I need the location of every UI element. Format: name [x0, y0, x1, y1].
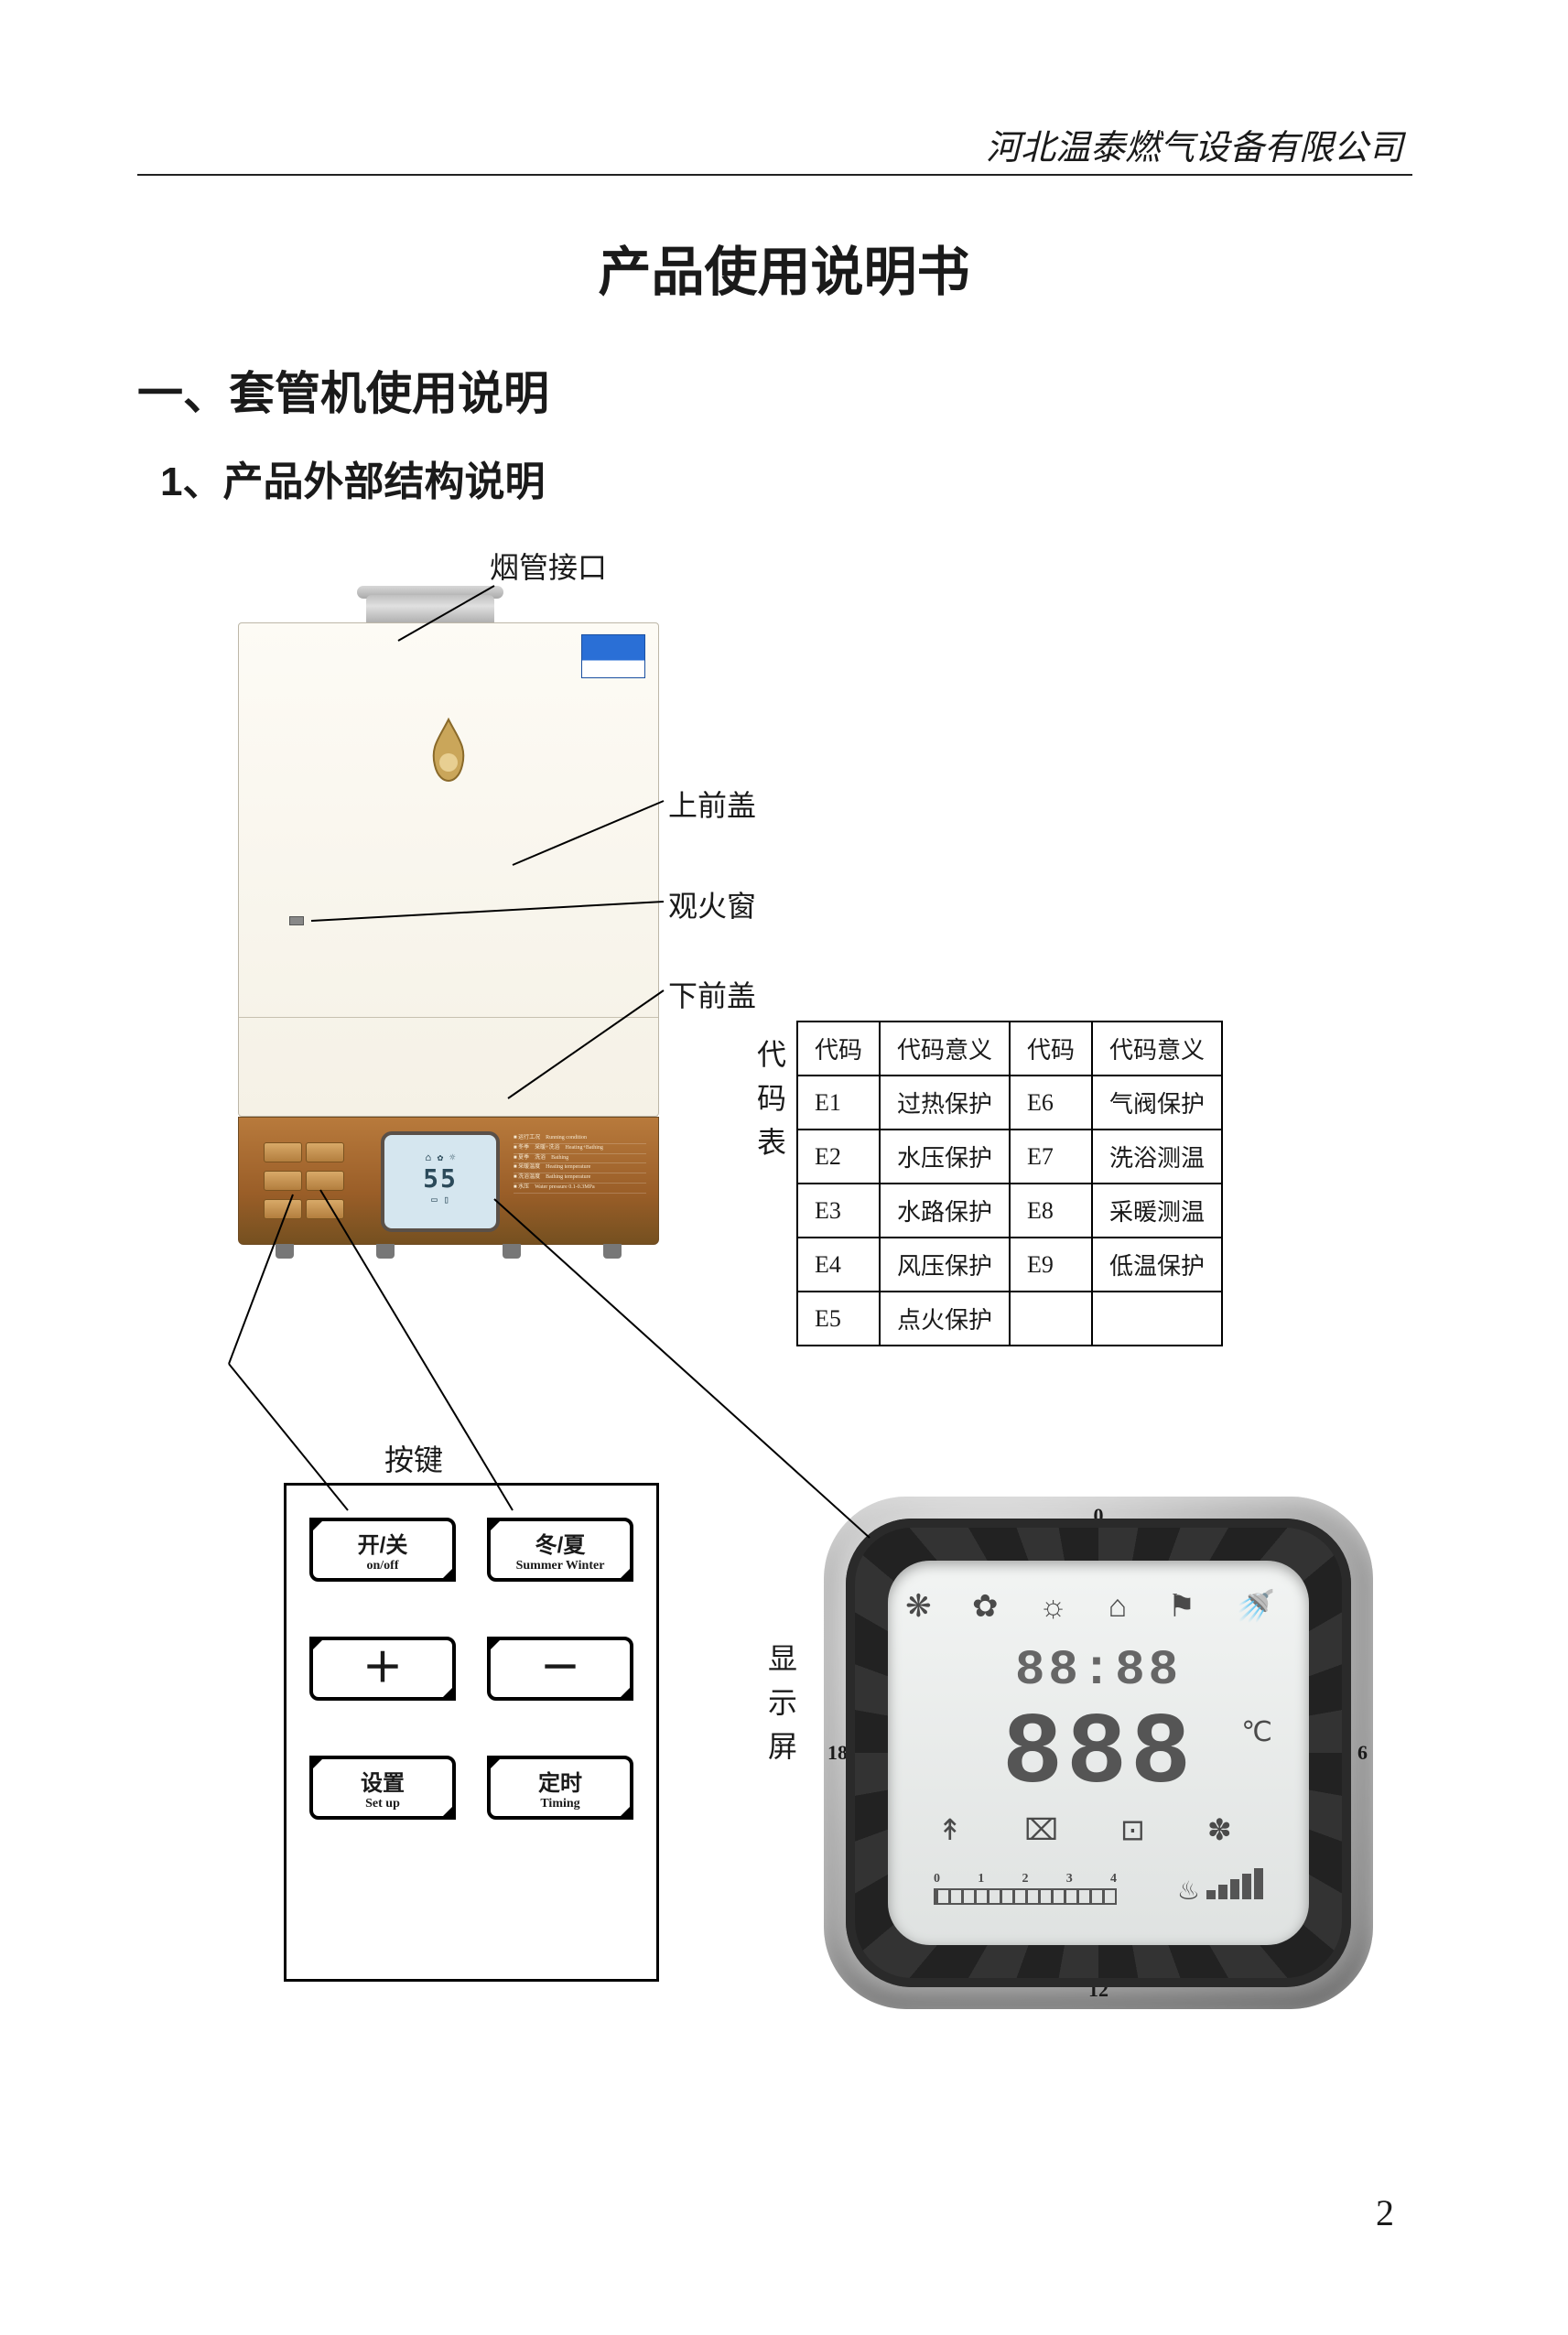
display-small-seg: 88:88	[888, 1643, 1309, 1699]
control-panel: ⌂ ✿ ☼ 55 ▭ ▯ ■ 运行工况 Running condition ■ …	[238, 1117, 659, 1245]
onoff-button[interactable]: 开/关 on/off	[309, 1518, 456, 1582]
season-button[interactable]: 冬/夏 Summer Winter	[487, 1518, 633, 1582]
col-meaning: 代码意义	[880, 1022, 1010, 1076]
clock-18: 18	[827, 1741, 848, 1765]
cover-seam	[239, 1017, 658, 1018]
btn-symbol: －	[540, 1649, 580, 1689]
btn-symbol: ＋	[362, 1649, 403, 1689]
flue-stub	[366, 595, 494, 622]
button-panel-label: 按键	[384, 1437, 443, 1479]
display-lcd: ❋ ✿ ☼ ⌂ ⚑ 🚿 88:88 888 ℃ ↟ ⌧ ⊡ ✽ 0 1 2 3 …	[888, 1561, 1309, 1945]
code-table-label: 代码表	[749, 1039, 791, 1171]
callout-lower-cover: 下前盖	[668, 973, 756, 1015]
col-code2: 代码	[1010, 1022, 1092, 1076]
section-heading-2: 1、产品外部结构说明	[160, 449, 545, 507]
table-row: E2水压保护E7洗浴测温	[797, 1130, 1222, 1184]
button-panel-detail: 开/关 on/off 冬/夏 Summer Winter ＋ － 设置 Set …	[284, 1483, 659, 1982]
btn-label-en: Set up	[365, 1797, 400, 1811]
panel-lcd-mini: ⌂ ✿ ☼ 55 ▭ ▯	[381, 1131, 500, 1232]
panel-buttons-mini	[262, 1140, 353, 1223]
brand-logo	[421, 715, 476, 788]
table-row: E3水路保护E8采暖测温	[797, 1184, 1222, 1238]
display-pressure-ruler: 0 1 2 3 4	[934, 1872, 1117, 1908]
timing-button[interactable]: 定时 Timing	[487, 1756, 633, 1820]
btn-label-cn: 定时	[538, 1765, 582, 1797]
table-header-row: 代码 代码意义 代码 代码意义	[797, 1022, 1222, 1076]
lcd-bottom: ▭ ▯	[384, 1194, 496, 1205]
btn-label-cn: 设置	[361, 1765, 405, 1797]
display-flame-bars: ♨	[1177, 1868, 1263, 1907]
energy-label-sticker	[581, 634, 645, 678]
btn-label-en: Timing	[540, 1797, 579, 1811]
display-top-icons: ❋ ✿ ☼ ⌂ ⚑ 🚿	[888, 1588, 1309, 1625]
table-row: E5点火保护	[797, 1292, 1222, 1346]
display-screen-detail: 0 6 12 18 ❋ ✿ ☼ ⌂ ⚑ 🚿 88:88 888 ℃ ↟ ⌧ ⊡ …	[824, 1497, 1373, 2009]
btn-label-cn: 冬/夏	[535, 1527, 586, 1559]
table-row: E4风压保护E9低温保护	[797, 1238, 1222, 1292]
boiler-unit: ⌂ ✿ ☼ 55 ▭ ▯ ■ 运行工况 Running condition ■ …	[238, 622, 659, 1263]
display-label: 显示屏	[760, 1643, 802, 1775]
panel-info-text: ■ 运行工况 Running condition ■ 冬季 采暖+洗浴 Heat…	[514, 1134, 646, 1229]
minus-button[interactable]: －	[487, 1637, 633, 1701]
section-heading-1: 一、套管机使用说明	[137, 357, 549, 423]
callout-upper-cover: 上前盖	[668, 783, 756, 825]
callout-fire-window: 观火窗	[668, 883, 756, 925]
lcd-icons: ⌂ ✿ ☼	[384, 1151, 496, 1163]
document-title: 产品使用说明书	[0, 229, 1568, 306]
display-big-seg: 888	[888, 1698, 1309, 1812]
fire-window	[289, 916, 304, 925]
btn-label-en: on/off	[367, 1559, 399, 1573]
setup-button[interactable]: 设置 Set up	[309, 1756, 456, 1820]
lcd-temp: 55	[384, 1163, 496, 1194]
clock-6: 6	[1357, 1741, 1368, 1765]
col-meaning2: 代码意义	[1092, 1022, 1222, 1076]
foot	[276, 1244, 294, 1259]
display-mid-icons: ↟ ⌧ ⊡ ✽	[888, 1812, 1309, 1847]
btn-label-en: Summer Winter	[516, 1559, 605, 1573]
btn-label-cn: 开/关	[358, 1527, 408, 1559]
table-row: E1过热保护E6气阀保护	[797, 1076, 1222, 1130]
company-name: 河北温泰燃气设备有限公司	[986, 119, 1403, 169]
page-number: 2	[1376, 2191, 1394, 2234]
plus-button[interactable]: ＋	[309, 1637, 456, 1701]
callout-flue: 烟管接口	[490, 545, 607, 587]
header-rule	[137, 174, 1412, 176]
upper-front-cover	[238, 622, 659, 1117]
error-code-table: 代码 代码意义 代码 代码意义 E1过热保护E6气阀保护 E2水压保护E7洗浴测…	[796, 1021, 1223, 1346]
display-unit-c: ℃	[1241, 1716, 1272, 1748]
col-code: 代码	[797, 1022, 880, 1076]
foot	[603, 1244, 622, 1259]
foot	[503, 1244, 521, 1259]
foot	[376, 1244, 395, 1259]
